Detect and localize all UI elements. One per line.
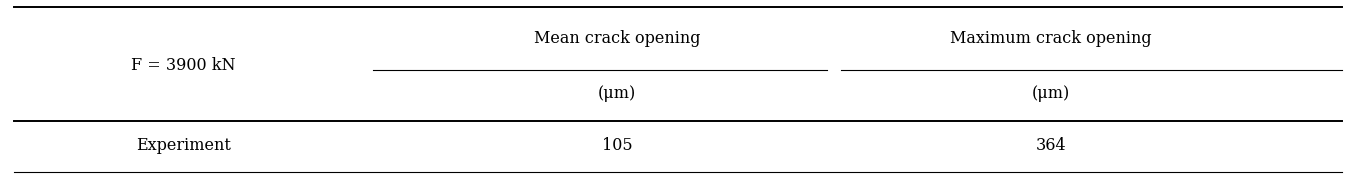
Text: 105: 105 xyxy=(602,137,632,154)
Text: 364: 364 xyxy=(1036,137,1066,154)
Text: (μm): (μm) xyxy=(598,85,636,102)
Text: (μm): (μm) xyxy=(1032,85,1070,102)
Text: Experiment: Experiment xyxy=(136,137,231,154)
Text: Maximum crack opening: Maximum crack opening xyxy=(951,30,1151,47)
Text: F = 3900 kN: F = 3900 kN xyxy=(130,58,236,74)
Text: Mean crack opening: Mean crack opening xyxy=(534,30,700,47)
